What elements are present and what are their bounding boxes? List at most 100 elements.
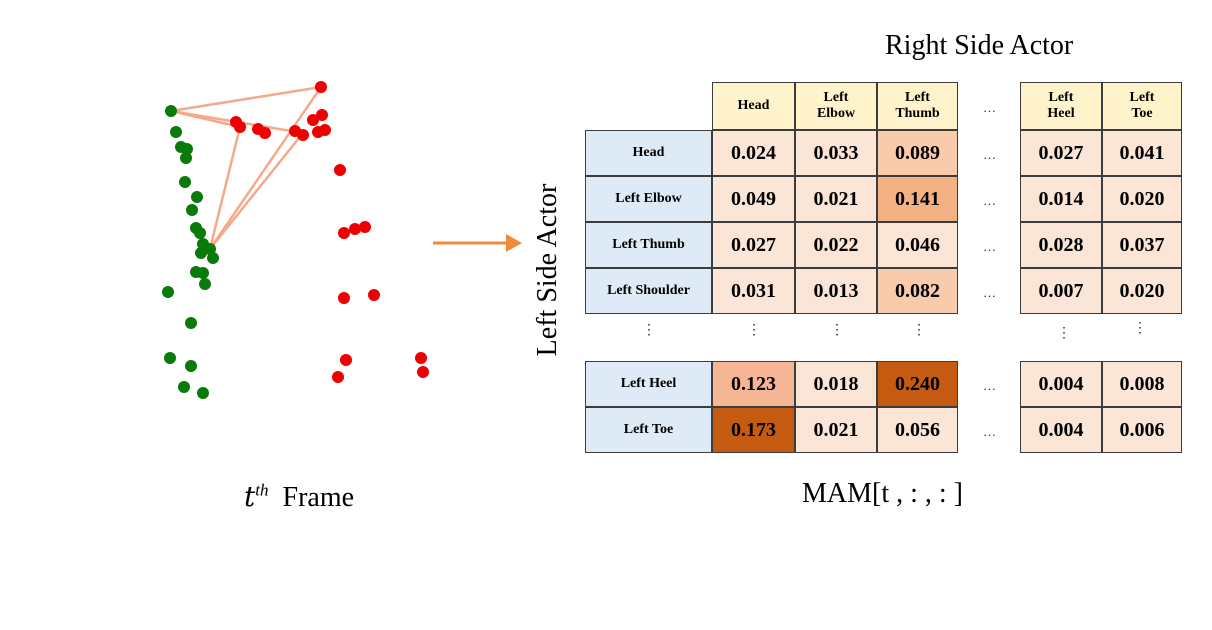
matrix-value: 0.031 xyxy=(731,279,776,302)
row-header: Left Heel xyxy=(585,361,712,407)
matrix-cell: 0.028 xyxy=(1020,222,1102,268)
right-actor-joint xyxy=(415,352,427,364)
matrix-cell: 0.027 xyxy=(1020,130,1102,176)
matrix-value: 0.018 xyxy=(813,372,859,395)
attention-link xyxy=(208,126,242,250)
matrix-value: 0.020 xyxy=(1119,279,1165,302)
right-actor-joint xyxy=(316,109,328,121)
matrix-value: 0.007 xyxy=(1038,279,1084,302)
matrix-cell: 0.141 xyxy=(877,176,958,222)
matrix-cell: 0.024 xyxy=(712,130,795,176)
left-actor-joint xyxy=(186,204,198,216)
matrix-value: 0.027 xyxy=(1038,141,1084,164)
left-actor-joint xyxy=(199,278,211,290)
left-actor-joint xyxy=(185,317,197,329)
matrix-value: 0.004 xyxy=(1038,418,1084,441)
matrix-value: 0.240 xyxy=(895,372,940,395)
frame-caption: tth Frame xyxy=(244,480,354,514)
left-actor-joint xyxy=(165,105,177,117)
row-header-label: Left Shoulder xyxy=(607,283,690,298)
matrix-cell: 0.173 xyxy=(712,407,795,453)
right-actor-joint xyxy=(334,164,346,176)
matrix-value: 0.141 xyxy=(895,187,940,210)
column-header-label: Left Thumb xyxy=(895,90,940,121)
frame-sup: th xyxy=(255,480,269,500)
column-header-label: Left Heel xyxy=(1047,90,1075,121)
matrix-value: 0.008 xyxy=(1119,372,1165,395)
frame-word: Frame xyxy=(282,482,355,513)
column-header-label: Left Elbow xyxy=(816,90,856,121)
matrix-cell: 0.123 xyxy=(712,361,795,407)
row-header-label: Left Elbow xyxy=(615,191,682,206)
row-header: Left Thumb xyxy=(585,222,712,268)
right-actor-joint xyxy=(307,114,319,126)
vertical-ellipsis: ⋮ xyxy=(830,323,844,338)
left-actor-joint xyxy=(191,191,203,203)
vertical-ellipsis: ⋮ xyxy=(1057,326,1071,341)
left-actor-joint xyxy=(162,286,174,298)
matrix-cell: 0.046 xyxy=(877,222,958,268)
matrix-value: 0.013 xyxy=(813,279,859,302)
right-actor-joint xyxy=(315,81,327,93)
matrix-cell: 0.089 xyxy=(877,130,958,176)
matrix-value: 0.089 xyxy=(895,141,940,164)
matrix-value: 0.049 xyxy=(731,187,776,210)
matrix-cell: 0.049 xyxy=(712,176,795,222)
left-actor-joint xyxy=(178,381,190,393)
matrix-value: 0.006 xyxy=(1119,418,1165,441)
ellipsis: … xyxy=(983,100,996,115)
right-actor-joint xyxy=(297,129,309,141)
matrix-cell: 0.240 xyxy=(877,361,958,407)
row-header: Left Shoulder xyxy=(585,268,712,314)
matrix-cell: 0.031 xyxy=(712,268,795,314)
matrix-cell: 0.008 xyxy=(1102,361,1182,407)
matrix-value: 0.046 xyxy=(895,233,940,256)
mam-caption: MAM[t , : , : ] xyxy=(802,478,963,509)
left-actor-joint xyxy=(195,247,207,259)
matrix-cell: 0.007 xyxy=(1020,268,1102,314)
right-actor-joint xyxy=(312,126,324,138)
right-actor-joint xyxy=(359,221,371,233)
matrix-cell: 0.082 xyxy=(877,268,958,314)
row-header-label: Left Toe xyxy=(623,422,674,437)
matrix-value: 0.022 xyxy=(813,233,859,256)
row-header: Head xyxy=(585,130,712,176)
matrix-cell: 0.021 xyxy=(795,407,877,453)
left-actor-joint xyxy=(181,143,193,155)
matrix-cell: 0.022 xyxy=(795,222,877,268)
left-actor-joint xyxy=(207,252,219,264)
matrix-value: 0.028 xyxy=(1038,233,1084,256)
matrix-cell: 0.020 xyxy=(1102,176,1182,222)
left-actor-joint xyxy=(170,126,182,138)
matrix-cell: 0.004 xyxy=(1020,361,1102,407)
matrix-value: 0.037 xyxy=(1119,233,1165,256)
right-actor-joint xyxy=(338,292,350,304)
left-actor-joint xyxy=(180,152,192,164)
matrix-cell: 0.021 xyxy=(795,176,877,222)
matrix-value: 0.123 xyxy=(731,372,776,395)
matrix-value: 0.173 xyxy=(731,418,776,441)
matrix-cell: 0.056 xyxy=(877,407,958,453)
matrix-cell: 0.004 xyxy=(1020,407,1102,453)
mapping-arrow xyxy=(433,234,522,252)
matrix-cell: 0.006 xyxy=(1102,407,1182,453)
vertical-ellipsis: ⋮ xyxy=(912,323,926,338)
column-header-label: Head xyxy=(737,98,770,113)
column-header: Left Thumb xyxy=(877,82,958,130)
matrix-value: 0.014 xyxy=(1038,187,1084,210)
right-actor-joint xyxy=(338,227,350,239)
ellipsis: … xyxy=(983,193,996,208)
matrix-value: 0.027 xyxy=(731,233,776,256)
vertical-ellipsis: ⋮ xyxy=(747,323,761,338)
left-actor-joint xyxy=(197,267,209,279)
ellipsis: … xyxy=(983,285,996,300)
attention-link xyxy=(170,85,322,113)
right-actor-title: Right Side Actor xyxy=(885,30,1074,61)
matrix-value: 0.021 xyxy=(813,187,859,210)
right-actor-joint xyxy=(349,223,361,235)
matrix-cell: 0.013 xyxy=(795,268,877,314)
column-header: Head xyxy=(712,82,795,130)
right-actor-joint xyxy=(340,354,352,366)
